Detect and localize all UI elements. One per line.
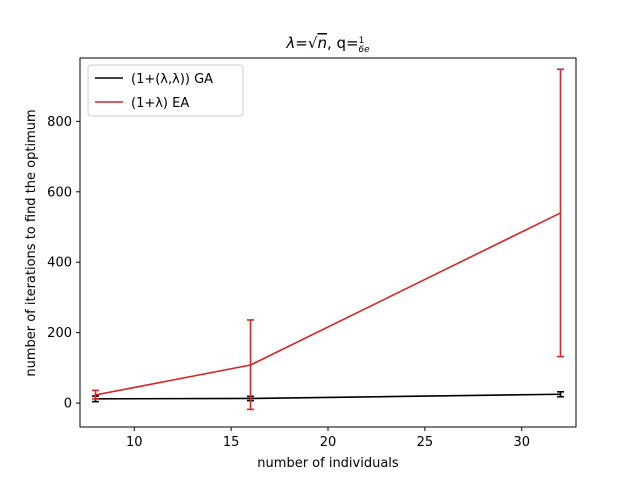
y-tick-label: 400 xyxy=(47,256,72,271)
y-axis: 0 200 400 600 800 xyxy=(47,115,80,412)
title-lambda: λ xyxy=(285,34,295,52)
x-axis: 10 15 20 25 30 xyxy=(126,427,530,450)
y-tick-label: 200 xyxy=(47,326,72,341)
y-tick-label: 800 xyxy=(47,115,72,130)
y-tick-label: 600 xyxy=(47,185,72,200)
x-tick-label: 10 xyxy=(126,435,143,450)
series-layer xyxy=(92,68,564,411)
legend-label-ea: (1+λ) EA xyxy=(131,96,189,111)
title-fraction-den: 6e xyxy=(358,45,370,55)
title-equals: = xyxy=(295,34,308,52)
title-fraction-num: 1 xyxy=(359,36,365,46)
y-axis-label: number of iterations to find the optimum xyxy=(24,109,39,376)
chart-title: λ=√n, q=1 6e xyxy=(285,34,370,55)
y-tick-label: 0 xyxy=(64,397,72,412)
legend-label-ga: (1+(λ,λ)) GA xyxy=(131,72,213,87)
legend: (1+(λ,λ)) GA (1+λ) EA xyxy=(87,64,244,117)
title-sqrt: √ xyxy=(308,34,318,52)
x-tick-label: 20 xyxy=(320,435,337,450)
title-q: , q= xyxy=(327,34,359,52)
x-tick-label: 30 xyxy=(513,435,530,450)
x-tick-label: 25 xyxy=(417,435,434,450)
title-n: n xyxy=(317,34,327,52)
x-tick-label: 15 xyxy=(223,435,240,450)
x-axis-label: number of individuals xyxy=(257,456,399,471)
legend-box xyxy=(87,64,244,117)
